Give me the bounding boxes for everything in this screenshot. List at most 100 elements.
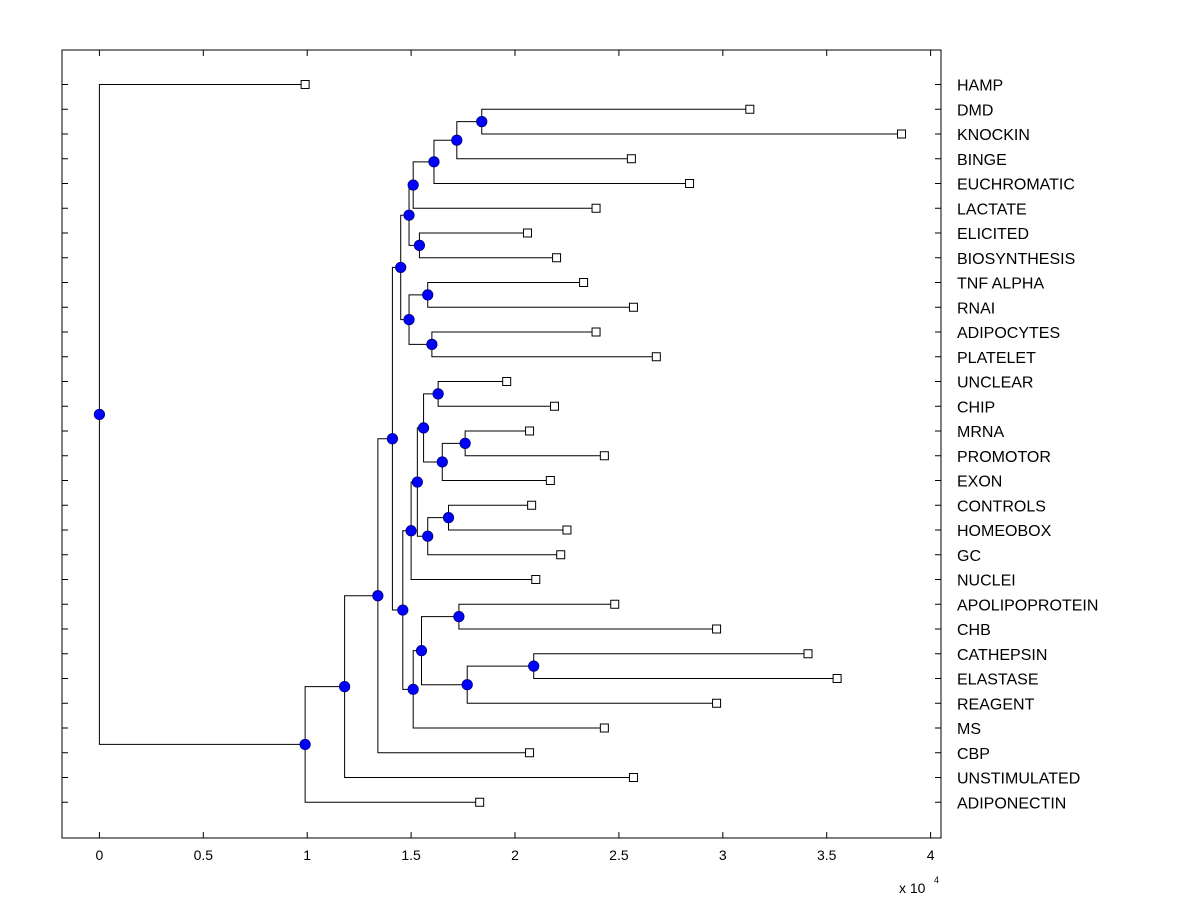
node-marker-b bbox=[451, 134, 463, 146]
leaf-marker-chb bbox=[712, 624, 722, 634]
leaf-label-rnai: RNAI bbox=[957, 300, 995, 317]
dendrogram-markers bbox=[93, 80, 907, 807]
leaf-label-binge: BINGE bbox=[957, 152, 1007, 169]
x-tick-label-8: 4 bbox=[927, 847, 935, 863]
leaf-marker-exon bbox=[545, 476, 555, 485]
node-marker-v bbox=[415, 645, 428, 657]
node-marker-ab bbox=[299, 738, 311, 751]
x-tick-label-3: 1.5 bbox=[401, 847, 421, 863]
leaf-label-elicited: ELICITED bbox=[957, 226, 1029, 243]
x-tick-label-0: 0 bbox=[96, 847, 104, 863]
leaf-marker-tnf-alpha bbox=[579, 278, 589, 287]
leaf-marker-reagent bbox=[712, 698, 722, 708]
node-marker-m bbox=[436, 456, 448, 468]
node-marker-u bbox=[461, 679, 473, 691]
leaf-marker-cbp bbox=[525, 748, 535, 758]
leaf-label-reagent: REAGENT bbox=[957, 696, 1035, 713]
node-marker-w bbox=[407, 683, 419, 695]
node-marker-f bbox=[403, 209, 415, 221]
x-tick-label-2: 1 bbox=[303, 847, 311, 863]
leaf-label-controls: CONTROLS bbox=[957, 498, 1046, 515]
x-tick-label-6: 3 bbox=[719, 847, 727, 863]
node-marker-j bbox=[395, 261, 407, 274]
node-marker-i bbox=[403, 314, 415, 326]
leaf-marker-elicited bbox=[522, 228, 532, 238]
leaf-label-exon: EXON bbox=[957, 474, 1002, 491]
leaf-marker-hamp bbox=[300, 80, 310, 89]
leaf-label-hamp: HAMP bbox=[957, 78, 1003, 95]
leaf-label-unclear: UNCLEAR bbox=[957, 375, 1033, 392]
leaf-label-homeobox: HOMEOBOX bbox=[957, 523, 1052, 540]
leaf-label-elastase: ELASTASE bbox=[957, 672, 1039, 689]
leaf-label-gc: GC bbox=[957, 548, 981, 565]
x-axis-multiplier-exponent: 4 bbox=[934, 875, 939, 885]
leaf-label-cbp: CBP bbox=[957, 746, 990, 763]
node-marker-root bbox=[93, 408, 106, 421]
node-marker-g bbox=[422, 289, 434, 301]
y-axis-ticks bbox=[62, 84, 941, 803]
leaf-marker-adipocytes bbox=[591, 327, 601, 337]
leaf-label-promotor: PROMOTOR bbox=[957, 449, 1051, 466]
leaf-label-apolipoprotein: APOLIPOPROTEIN bbox=[957, 597, 1098, 614]
node-marker-l bbox=[459, 437, 471, 449]
leaf-marker-elastase bbox=[832, 674, 842, 683]
leaf-marker-mrna bbox=[525, 426, 535, 436]
x-axis-ticks: 0 0.5 1 1.5 2 2.5 3 3.5 4 bbox=[96, 50, 935, 863]
node-marker-o bbox=[442, 512, 455, 524]
leaf-marker-chip bbox=[549, 401, 559, 411]
leaf-labels: HAMP DMD KNOCKIN BINGE EUCHROMATIC LACTATE ELI… bbox=[957, 78, 1098, 813]
leaf-marker-ms bbox=[599, 723, 609, 733]
leaf-label-dmd: DMD bbox=[957, 102, 993, 119]
leaf-marker-adiponectin bbox=[475, 797, 485, 807]
leaf-label-chb: CHB bbox=[957, 622, 991, 639]
leaf-label-platelet: PLATELET bbox=[957, 350, 1036, 367]
leaf-label-knockin: KNOCKIN bbox=[957, 127, 1030, 144]
x-tick-label-4: 2 bbox=[511, 847, 519, 863]
node-marker-s bbox=[453, 611, 465, 623]
leaf-marker-binge bbox=[626, 154, 636, 164]
node-marker-c bbox=[428, 156, 440, 168]
node-marker-t bbox=[528, 660, 540, 672]
x-tick-label-5: 2.5 bbox=[609, 847, 629, 863]
leaf-marker-homeobox bbox=[562, 525, 572, 535]
leaf-marker-promotor bbox=[599, 451, 609, 461]
leaf-marker-apolipoprotein bbox=[610, 599, 620, 609]
node-marker-z bbox=[372, 590, 384, 602]
node-marker-p bbox=[422, 530, 434, 542]
node-marker-aa bbox=[339, 681, 351, 693]
leaf-label-nuclei: NUCLEI bbox=[957, 573, 1016, 590]
leaf-label-lactate: LACTATE bbox=[957, 201, 1027, 218]
leaf-label-cathepsin: CATHEPSIN bbox=[957, 647, 1047, 664]
leaf-marker-euchromatic bbox=[685, 179, 695, 188]
leaf-marker-nuclei bbox=[531, 575, 541, 584]
node-marker-k bbox=[432, 388, 444, 400]
leaf-label-tnf-alpha: TNF ALPHA bbox=[957, 276, 1044, 293]
node-marker-e bbox=[413, 239, 426, 251]
leaf-label-euchromatic: EUCHROMATIC bbox=[957, 177, 1075, 194]
leaf-label-adiponectin: ADIPONECTIN bbox=[957, 795, 1066, 812]
node-marker-d bbox=[407, 179, 419, 191]
x-tick-label-7: 3.5 bbox=[817, 847, 837, 863]
leaf-marker-biosynthesis bbox=[552, 253, 562, 263]
leaf-marker-knockin bbox=[897, 129, 907, 139]
leaf-marker-unstimulated bbox=[628, 773, 638, 782]
node-marker-y bbox=[386, 433, 399, 445]
leaf-marker-controls bbox=[527, 500, 537, 510]
leaf-label-biosynthesis: BIOSYNTHESIS bbox=[957, 251, 1075, 268]
leaf-label-unstimulated: UNSTIMULATED bbox=[957, 771, 1080, 788]
leaf-marker-unclear bbox=[502, 377, 512, 386]
leaf-marker-lactate bbox=[591, 203, 601, 213]
leaf-marker-gc bbox=[556, 550, 566, 560]
node-marker-x bbox=[397, 604, 409, 616]
leaf-marker-cathepsin bbox=[803, 649, 813, 659]
leaf-marker-rnai bbox=[628, 302, 638, 312]
plot-frame bbox=[61, 49, 942, 839]
node-marker-r bbox=[405, 525, 417, 537]
leaf-label-mrna: MRNA bbox=[957, 424, 1004, 441]
node-marker-h bbox=[426, 338, 438, 350]
node-marker-a bbox=[476, 116, 488, 128]
x-tick-label-1: 0.5 bbox=[194, 847, 214, 863]
node-marker-n bbox=[417, 422, 430, 434]
leaf-marker-platelet bbox=[651, 352, 661, 362]
